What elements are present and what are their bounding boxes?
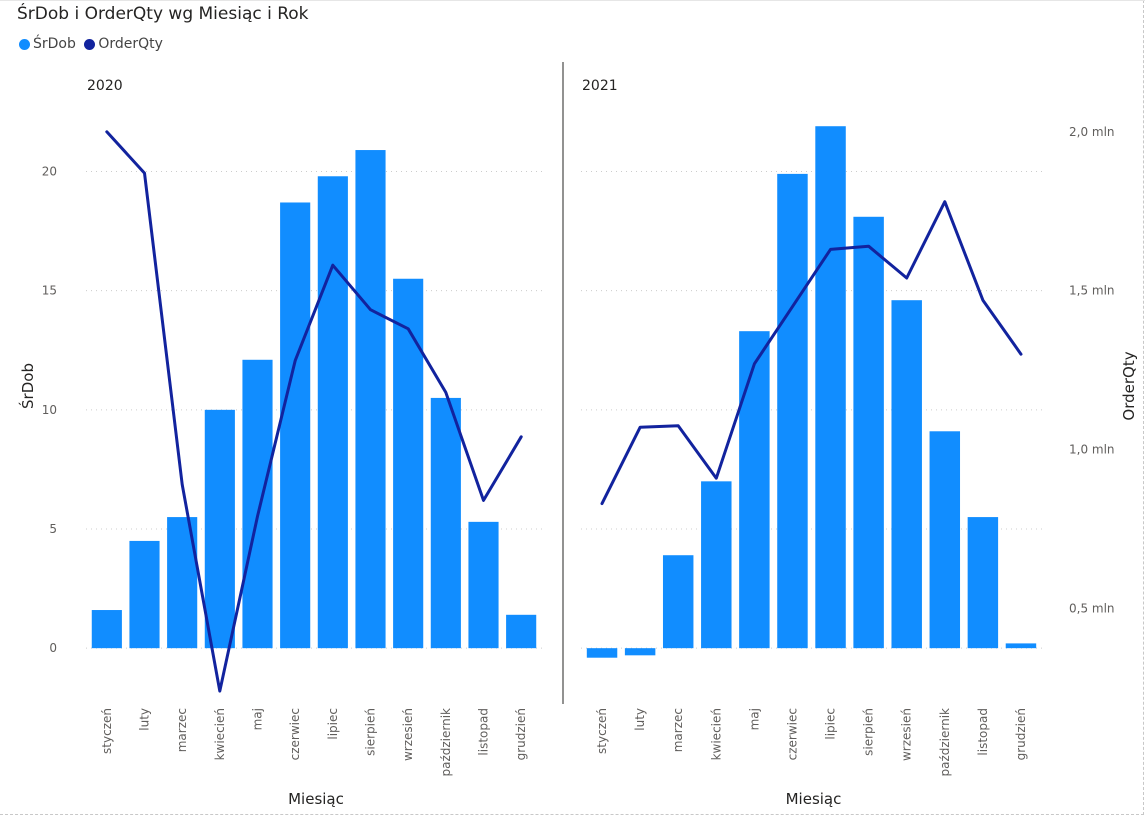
legend-dot-srdob	[19, 38, 30, 50]
bar-2021-luty	[624, 648, 656, 656]
y-left-tick-label: 20	[42, 165, 57, 179]
bar-2021-październik	[929, 431, 961, 649]
bar-2021-listopad	[967, 517, 999, 649]
x-tick-label-2020-wrzesień: wrzesień	[401, 708, 415, 761]
x-tick-label-2020-kwiecień: kwiecień	[213, 708, 227, 760]
legend-dot-orderqty	[84, 38, 96, 50]
x-tick-label-2020-maj: maj	[251, 708, 265, 730]
x-tick-label-2020-luty: luty	[138, 708, 152, 731]
bar-2021-czerwiec	[777, 173, 808, 649]
bar-2021-grudzień	[1005, 643, 1037, 649]
y-left-tick-label: 0	[49, 641, 57, 655]
x-axis-title-2020: Miesiąc	[288, 790, 344, 808]
legend-item-orderqty[interactable]: OrderQty	[84, 36, 163, 52]
bar-2021-maj	[739, 331, 770, 649]
x-tick-label-2020-styczeń: styczeń	[100, 708, 114, 754]
x-tick-label-2021-lipiec: lipiec	[824, 708, 838, 740]
x-tick-label-2021-wrzesień: wrzesień	[900, 708, 914, 761]
x-tick-label-2020-sierpień: sierpień	[364, 708, 378, 756]
y-right-tick-label: 2,0 mln	[1069, 125, 1115, 139]
y-right-tick-label: 0,5 mln	[1069, 601, 1115, 615]
bar-2021-styczeń	[586, 648, 618, 658]
x-tick-label-2020-marzec: marzec	[175, 708, 189, 752]
x-tick-label-2021-luty: luty	[633, 708, 647, 731]
x-tick-label-2021-październik: październik	[938, 708, 952, 777]
panel-title-2020: 2020	[87, 78, 123, 94]
bar-2021-wrzesień	[891, 300, 922, 649]
bar-2020-październik	[430, 397, 461, 649]
x-tick-label-2021-kwiecień: kwiecień	[709, 708, 723, 760]
bar-2020-wrzesień	[393, 278, 424, 649]
panel-title-2021: 2021	[582, 78, 618, 94]
chart-title: ŚrDob i OrderQty wg Miesiąc i Rok	[17, 4, 309, 24]
y-left-axis-title: ŚrDob	[18, 363, 37, 409]
bar-2020-styczeń	[91, 610, 122, 649]
y-left-tick-label: 5	[49, 522, 57, 536]
y-left-tick-label: 10	[42, 403, 57, 417]
bar-2020-lipiec	[317, 176, 348, 649]
bar-2020-sierpień	[355, 150, 386, 649]
orderqty-line-2020	[105, 130, 523, 693]
bar-2020-listopad	[468, 521, 499, 649]
x-tick-label-2020-czerwiec: czerwiec	[288, 708, 302, 760]
x-tick-label-2021-styczeń: styczeń	[595, 708, 609, 754]
x-tick-label-2021-grudzień: grudzień	[1014, 708, 1028, 760]
bar-2020-czerwiec	[280, 202, 311, 649]
bar-2020-luty	[129, 540, 160, 649]
y-left-tick-label: 15	[42, 284, 57, 298]
legend-label-orderqty: OrderQty	[98, 36, 163, 52]
x-tick-label-2020-listopad: listopad	[477, 708, 491, 756]
bar-2020-kwiecień	[204, 409, 235, 649]
x-tick-label-2021-marzec: marzec	[671, 708, 685, 752]
top-border	[0, 0, 1145, 1]
y-right-tick-label: 1,0 mln	[1069, 443, 1115, 457]
x-tick-label-2020-lipiec: lipiec	[326, 708, 340, 740]
legend: ŚrDob OrderQty	[19, 36, 167, 54]
x-tick-label-2021-czerwiec: czerwiec	[785, 708, 799, 760]
x-tick-label-2021-maj: maj	[747, 708, 761, 730]
bar-2021-sierpień	[853, 216, 884, 649]
y-right-tick-label: 1,5 mln	[1069, 284, 1115, 298]
x-tick-label-2021-listopad: listopad	[976, 708, 990, 756]
legend-item-srdob[interactable]: ŚrDob	[19, 36, 76, 52]
x-tick-label-2021-sierpień: sierpień	[862, 708, 876, 756]
bar-2021-lipiec	[815, 126, 846, 649]
x-tick-label-2020-grudzień: grudzień	[514, 708, 528, 760]
orderqty-line-2021	[600, 200, 1023, 506]
bar-2020-maj	[242, 359, 273, 649]
legend-label-srdob: ŚrDob	[33, 36, 76, 52]
bar-2021-kwiecień	[701, 481, 732, 649]
bar-2021-marzec	[662, 555, 694, 649]
bar-2020-grudzień	[506, 614, 537, 649]
x-tick-label-2020-październik: październik	[439, 708, 453, 777]
y-right-axis-title: OrderQty	[1120, 351, 1138, 420]
x-axis-title-2021: Miesiąc	[786, 790, 842, 808]
